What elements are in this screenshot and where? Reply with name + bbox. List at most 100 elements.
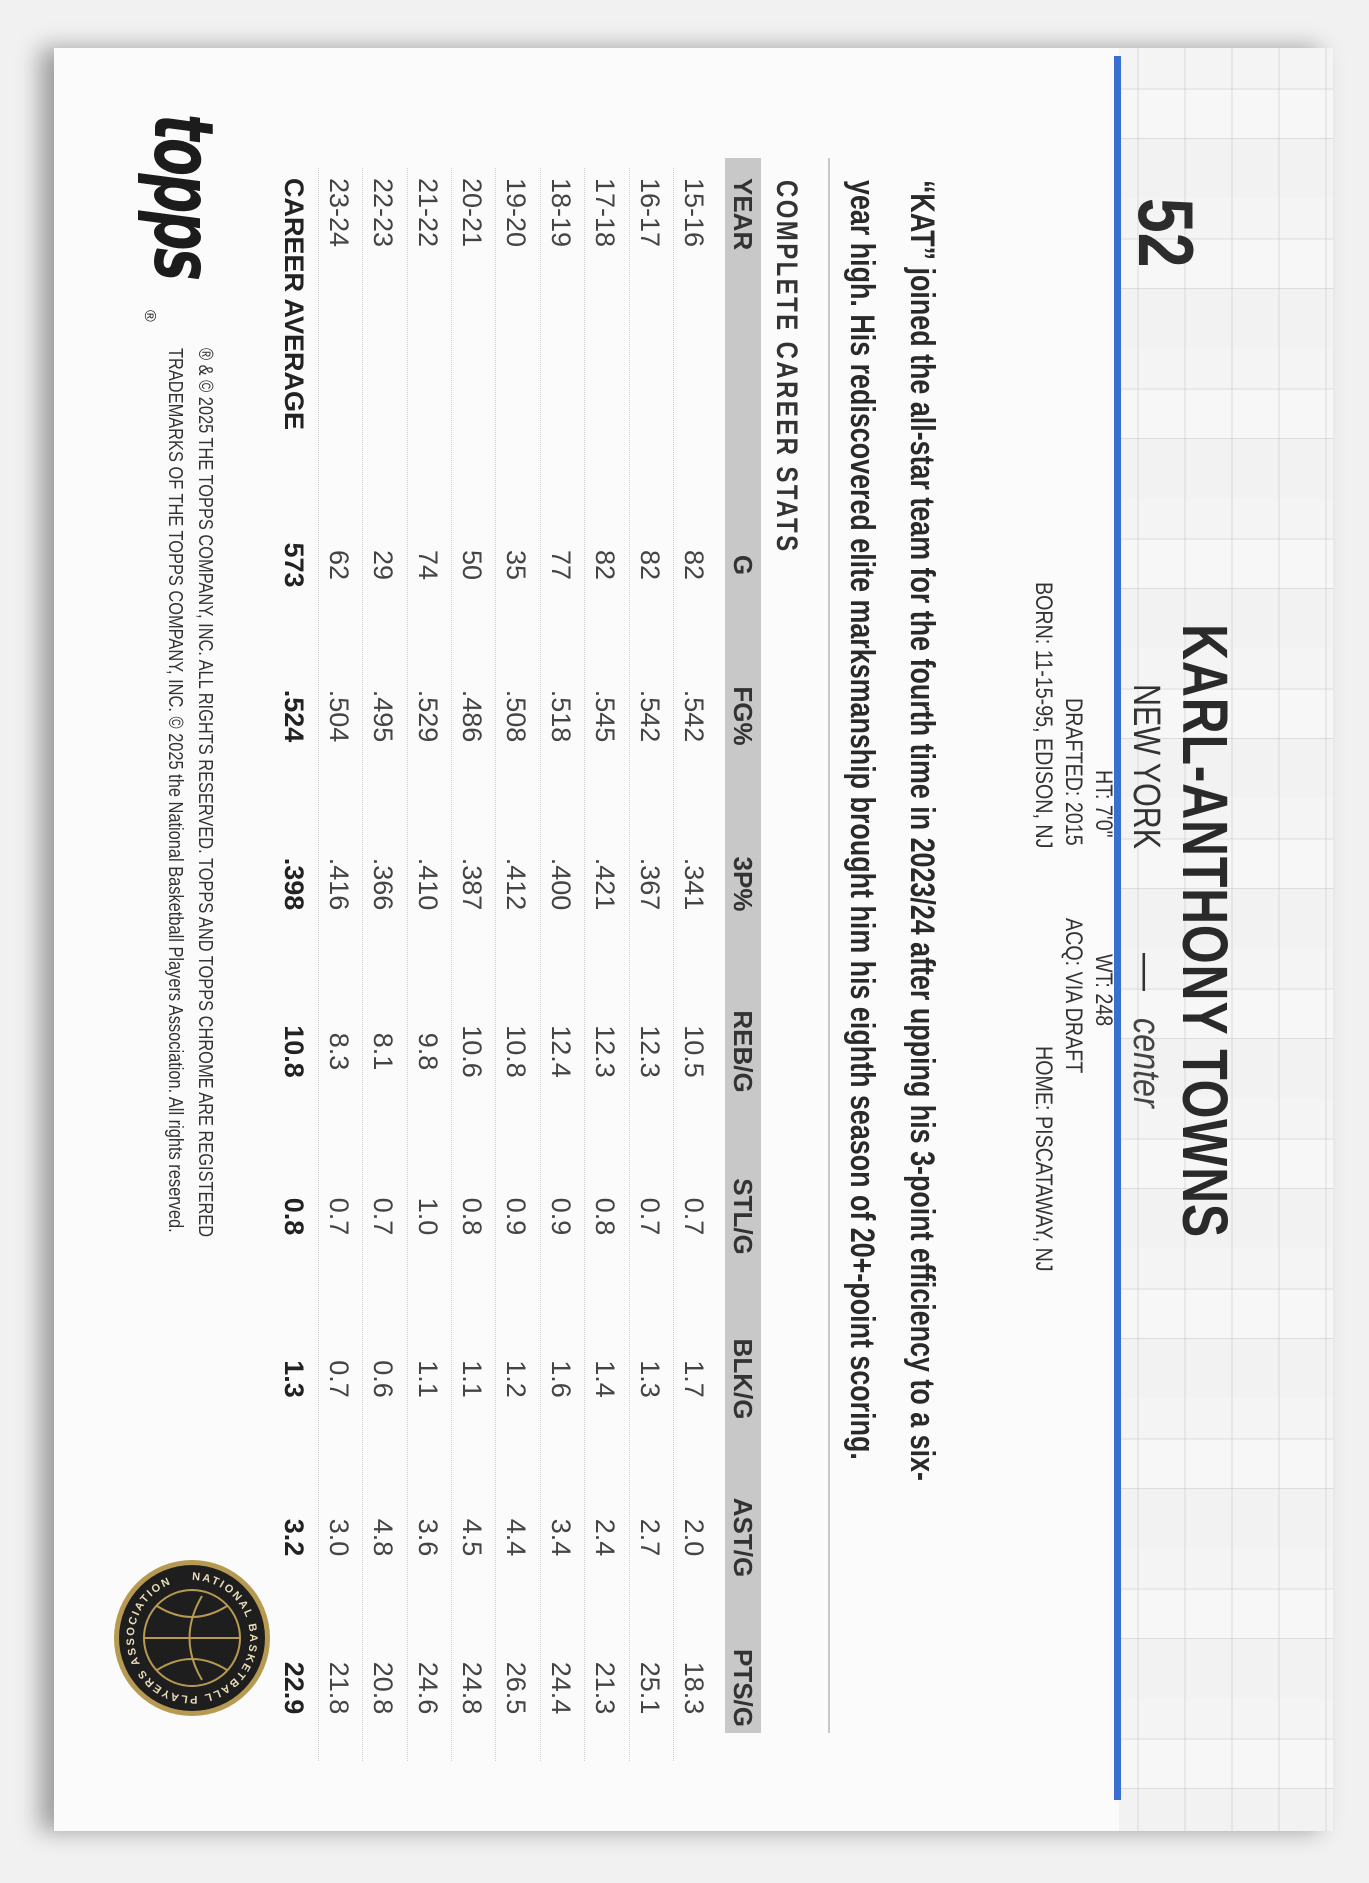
topps-logo: topps — [135, 114, 230, 279]
cell-g: 35 — [501, 549, 532, 581]
cell-stlg: 0.8 — [457, 1197, 487, 1236]
cell-3p: .410 — [412, 857, 443, 911]
cell-year: 23-24 — [323, 178, 354, 248]
cell-ptsg: 24.4 — [545, 1661, 576, 1715]
cell-ptsg: 24.8 — [457, 1661, 487, 1715]
cell-rebg: 10.8 — [501, 1025, 532, 1078]
cell-rebg: 12.3 — [634, 1025, 665, 1078]
cell-g: 29 — [368, 549, 399, 581]
cell-ptsg: 25.1 — [634, 1661, 665, 1715]
cell-g: 573 — [279, 542, 310, 588]
cell-fg: .542 — [679, 689, 709, 743]
cell-astg: 2.4 — [590, 1518, 621, 1557]
cell-astg: 3.6 — [412, 1518, 443, 1557]
cell-astg: 4.5 — [457, 1518, 487, 1557]
cell-stlg: 0.7 — [368, 1197, 399, 1236]
cell-ptsg: 21.3 — [590, 1661, 621, 1715]
cell-astg: 4.8 — [368, 1518, 399, 1557]
stats-title: COMPLETE CAREER STATS — [770, 180, 803, 554]
player-name: KARL-ANTHONY TOWNS — [1169, 624, 1241, 1238]
cell-year: 16-17 — [634, 178, 665, 248]
cell-stlg: 0.8 — [279, 1197, 310, 1236]
copyright-line-2: TRADEMARKS OF THE TOPPS COMPANY, INC. © … — [164, 348, 186, 1233]
table-row: 23-24 62 .504 .416 8.3 0.7 0.7 3.0 21.8 — [317, 168, 359, 1761]
cell-3p: .400 — [545, 857, 576, 911]
accent-line — [1114, 56, 1121, 1800]
cell-blkg: 0.6 — [368, 1360, 399, 1398]
cell-g: 77 — [545, 549, 576, 581]
cell-3p: .341 — [679, 857, 709, 911]
cell-rebg: 10.6 — [457, 1025, 487, 1078]
cell-blkg: BLK/G — [728, 1338, 758, 1420]
cell-rebg: REB/G — [728, 1010, 758, 1093]
cell-astg: 3.4 — [545, 1518, 576, 1557]
cell-fg: .542 — [634, 689, 665, 743]
table-row: 18-19 77 .518 .400 12.4 0.9 1.6 3.4 24.4 — [539, 168, 581, 1761]
copyright-line-1: ® & © 2025 THE TOPPS COMPANY, INC. ALL R… — [194, 348, 216, 1238]
cell-ptsg: 18.3 — [679, 1661, 709, 1715]
cell-blkg: 1.7 — [679, 1360, 709, 1398]
cell-stlg: 0.7 — [679, 1197, 709, 1236]
cell-3p: .387 — [457, 857, 487, 911]
cell-fg: FG% — [728, 686, 758, 746]
divider — [828, 158, 830, 1733]
cell-g: 74 — [412, 549, 443, 581]
card-number: 52 — [1122, 198, 1210, 268]
cell-ptsg: 24.6 — [412, 1661, 443, 1715]
cell-stlg: 0.7 — [634, 1197, 665, 1236]
cell-blkg: 1.2 — [501, 1360, 532, 1398]
bio-line-2: year high. His rediscovered elite marksm… — [843, 180, 881, 1460]
cell-fg: .495 — [368, 689, 399, 743]
cell-blkg: 1.6 — [545, 1360, 576, 1398]
height: HT: 7'0" — [1090, 770, 1117, 838]
team-position-dash: — — [1125, 953, 1167, 991]
cell-astg: 4.4 — [501, 1518, 532, 1557]
cell-3p: .366 — [368, 857, 399, 911]
cell-ptsg: 21.8 — [323, 1661, 354, 1715]
table-row: 15-16 82 .542 .341 10.5 0.7 1.7 2.0 18.3 — [673, 168, 714, 1761]
cell-year: 17-18 — [590, 178, 621, 248]
cell-year: 15-16 — [679, 178, 709, 248]
cell-blkg: 1.4 — [590, 1360, 621, 1398]
cell-3p: .421 — [590, 857, 621, 911]
player-position: center — [1125, 1018, 1167, 1108]
table-row: 19-20 35 .508 .412 10.8 0.9 1.2 4.4 26.5 — [495, 168, 537, 1761]
cell-astg: 3.2 — [279, 1518, 310, 1557]
nbpa-seal-logo: NATIONAL BASKETBALL PLAYERS ASSOCIATION — [114, 1560, 270, 1716]
drafted: DRAFTED: 2015 — [1060, 698, 1087, 846]
table-row: 22-23 29 .495 .366 8.1 0.7 0.6 4.8 20.8 — [362, 168, 404, 1761]
acquired: ACQ: VIA DRAFT — [1060, 918, 1087, 1074]
cell-g: 82 — [634, 549, 665, 581]
cell-blkg: 0.7 — [323, 1360, 354, 1398]
cell-g: 62 — [323, 549, 354, 581]
table-row: 16-17 82 .542 .367 12.3 0.7 1.3 2.7 25.1 — [628, 168, 670, 1761]
cell-stlg: 0.9 — [545, 1197, 576, 1236]
cell-rebg: 10.5 — [679, 1025, 709, 1078]
cell-fg: .504 — [323, 689, 354, 743]
cell-ptsg: 22.9 — [279, 1661, 310, 1715]
cell-rebg: 8.3 — [323, 1032, 354, 1071]
team-name: NEW YORK — [1125, 684, 1167, 849]
table-row: 17-18 82 .545 .421 12.3 0.8 1.4 2.4 21.3 — [584, 168, 626, 1761]
cell-3p: 3P% — [728, 856, 758, 912]
cell-year: CAREER AVERAGE — [279, 178, 310, 431]
cell-rebg: 9.8 — [412, 1032, 443, 1071]
cell-year: 18-19 — [545, 178, 576, 248]
cell-rebg: 10.8 — [279, 1025, 310, 1078]
cell-3p: .398 — [279, 857, 310, 911]
hometown: HOME: PISCATAWAY, NJ — [1030, 1046, 1057, 1272]
cell-blkg: 1.1 — [412, 1360, 443, 1398]
trading-card-back: 52 KARL-ANTHONY TOWNS NEW YORK — center … — [54, 48, 1333, 1831]
table-row: 21-22 74 .529 .410 9.8 1.0 1.1 3.6 24.6 — [406, 168, 448, 1761]
cell-stlg: 0.9 — [501, 1197, 532, 1236]
cell-3p: .412 — [501, 857, 532, 911]
born: BORN: 11-15-95, EDISON, NJ — [1030, 582, 1057, 849]
cell-stlg: STL/G — [728, 1178, 758, 1255]
cell-ptsg: 26.5 — [501, 1661, 532, 1715]
cell-3p: .416 — [323, 857, 354, 911]
cell-rebg: 12.4 — [545, 1025, 576, 1078]
cell-fg: .486 — [457, 689, 487, 743]
cell-blkg: 1.1 — [457, 1360, 487, 1398]
cell-g: 50 — [457, 549, 487, 581]
cell-year: 22-23 — [368, 178, 399, 248]
